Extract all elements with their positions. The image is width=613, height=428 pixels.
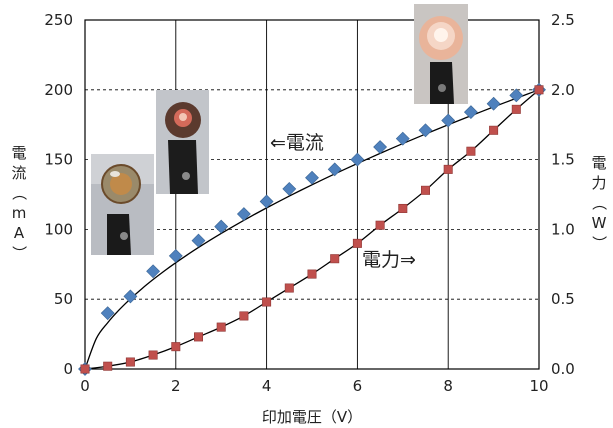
series-current [78,82,546,376]
x-tick-label: 0 [80,377,90,395]
power-point [103,361,113,371]
axis-label-char: 電 [591,154,606,172]
power-point [398,203,408,213]
series-power [80,85,544,374]
power-point [171,342,181,352]
power-point [194,332,204,342]
y-right-tick-label: 2.5 [551,11,575,29]
current-point [486,96,501,111]
current-point [327,162,342,177]
y-right-tick-label: 1.0 [551,220,575,238]
y-left-tick-label: 100 [44,220,73,238]
power-point [330,254,340,264]
y-left-axis-label: 電流 （ mA ） [10,144,28,261]
x-tick-label: 6 [353,377,363,395]
power-point [466,146,476,156]
axis-label-char: 力 [591,174,606,192]
y-right-axis-label: 電力 （ W ） [590,154,608,251]
power-point [262,297,272,307]
x-axis-ticks: 0 2 4 6 8 10 [80,377,548,395]
y-left-tick-label: 150 [44,151,73,169]
y-left-tick-label: 250 [44,11,73,29]
power-point [125,357,135,367]
power-point [489,125,499,135]
axis-label-char: ） [10,245,28,260]
current-point [100,306,115,321]
current-point [305,170,319,185]
power-point [216,322,226,332]
x-tick-label: 8 [443,377,453,395]
current-fit-line [84,89,540,370]
axis-label-char: 流 [11,164,26,182]
y-left-tick-label: 50 [54,290,73,308]
current-point [441,113,456,128]
power-point [511,104,521,114]
bulb-photo-mid [156,90,209,194]
power-point [443,164,453,174]
power-point [375,220,385,230]
axis-label-char: W [592,214,607,232]
current-point [350,152,365,167]
current-point [259,194,274,209]
axis-label-char: （ [590,195,608,210]
current-point [214,219,229,234]
y-right-tick-label: 0.5 [551,290,575,308]
power-point [352,238,362,248]
x-axis-label: 印加電圧（V） [262,408,362,426]
plot-area-frame [84,19,540,370]
power-point [284,283,294,293]
axis-label-char: A [14,224,25,242]
axis-label-char: 電 [11,144,26,162]
y-right-axis-ticks: 0.0 0.5 1.0 1.5 2.0 2.5 [551,11,575,378]
current-point [236,207,251,221]
axis-label-char: ） [590,235,608,250]
power-point [239,311,249,321]
current-point [509,88,524,103]
power-point [80,364,90,374]
current-point [395,131,410,146]
bulb-photo-low [91,154,154,255]
current-point [418,123,433,138]
y-right-tick-label: 0.0 [551,360,575,378]
power-point [307,269,317,279]
y-right-tick-label: 2.0 [551,81,575,99]
current-point [463,105,478,120]
bulb-photo-high [414,4,468,104]
current-point [146,264,161,279]
current-point [373,140,388,154]
current-point [123,289,138,304]
power-point [420,185,430,195]
axis-label-char: （ [10,185,28,200]
y-left-tick-label: 200 [44,81,73,99]
x-tick-label: 4 [262,377,272,395]
y-left-axis-ticks: 0 50 100 150 200 250 [44,11,73,378]
x-tick-label: 2 [171,377,181,395]
x-tick-label: 10 [529,377,548,395]
y-right-tick-label: 1.5 [551,151,575,169]
power-point [148,350,158,360]
current-point [282,181,297,196]
axis-label-char: m [12,204,27,222]
current-point [191,233,206,248]
power-point [534,85,544,95]
y-left-tick-label: 0 [63,360,73,378]
current-point [168,248,183,263]
annotation-power: 電力⇒ [362,249,416,271]
annotation-current: ⇐電流 [270,132,324,154]
